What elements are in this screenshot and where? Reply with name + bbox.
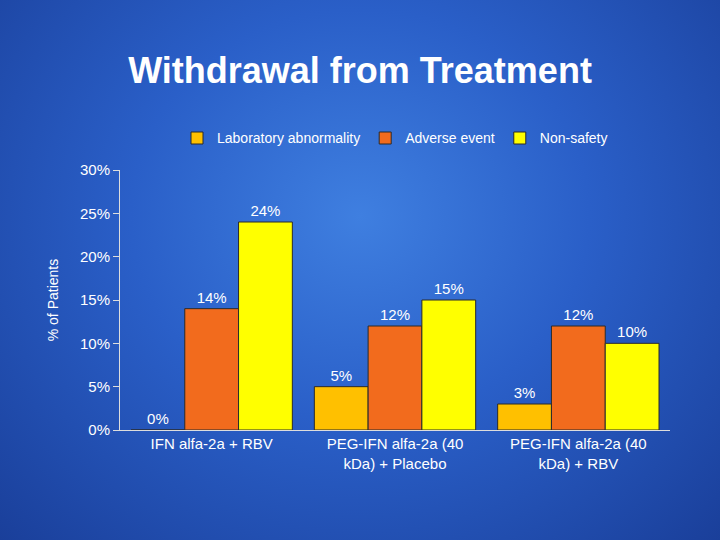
svg-text:12%: 12% [380,306,410,323]
svg-text:Non-safety: Non-safety [540,130,608,146]
svg-text:0%: 0% [147,410,169,427]
svg-text:10%: 10% [617,323,647,340]
svg-text:20%: 20% [80,248,110,265]
svg-text:Laboratory abnormality: Laboratory abnormality [217,130,360,146]
svg-text:5%: 5% [88,378,110,395]
svg-text:15%: 15% [434,280,464,297]
svg-text:24%: 24% [250,202,280,219]
svg-text:IFN alfa-2a + RBV: IFN alfa-2a + RBV [151,435,273,452]
svg-text:PEG-IFN alfa-2a (40kDa) + Plac: PEG-IFN alfa-2a (40kDa) + Placebo [327,435,464,472]
svg-text:10%: 10% [80,335,110,352]
svg-text:25%: 25% [80,205,110,222]
svg-text:Adverse event: Adverse event [405,130,495,146]
svg-text:Withdrawal from Treatment: Withdrawal from Treatment [128,50,592,91]
svg-text:% of Patients: % of Patients [45,259,61,342]
svg-text:14%: 14% [197,289,227,306]
svg-text:3%: 3% [514,384,536,401]
svg-text:12%: 12% [563,306,593,323]
svg-text:PEG-IFN alfa-2a (40kDa) + RBV: PEG-IFN alfa-2a (40kDa) + RBV [510,435,647,472]
svg-text:15%: 15% [80,291,110,308]
svg-text:30%: 30% [80,161,110,178]
svg-text:0%: 0% [88,421,110,438]
svg-text:5%: 5% [330,367,352,384]
